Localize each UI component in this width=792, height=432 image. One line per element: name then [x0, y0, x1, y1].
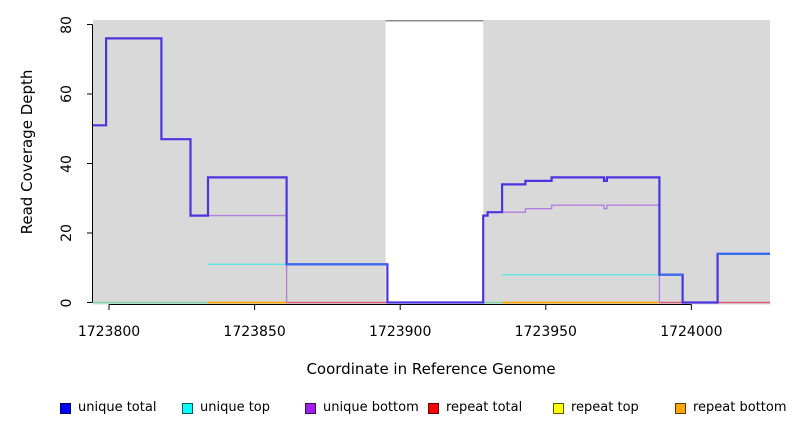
y-tick-label: 0 [59, 298, 75, 307]
legend-label: repeat bottom [693, 400, 787, 415]
legend-swatch-icon [182, 402, 193, 414]
y-axis-title: Read Coverage Depth [18, 69, 36, 235]
y-tick-label: 80 [59, 15, 75, 34]
legend-swatch-icon [553, 402, 564, 414]
y-tick-label: 60 [59, 85, 75, 103]
legend-item-unique-total: unique total [60, 401, 156, 415]
legend-label: unique top [200, 400, 271, 415]
x-axis-title: Coordinate in Reference Genome [306, 360, 556, 378]
legend-label: repeat top [571, 400, 639, 415]
x-tick-label: 1723850 [223, 324, 286, 340]
y-tick-label: 20 [59, 224, 75, 242]
legend-swatch-icon [428, 402, 439, 414]
legend-item-repeat-total: repeat total [428, 401, 522, 415]
legend-item-repeat-top: repeat top [553, 401, 639, 415]
legend-label: unique total [78, 400, 157, 415]
x-tick-label: 1723950 [514, 324, 577, 340]
legend-label: repeat total [446, 400, 523, 415]
legend-item-unique-top: unique top [182, 401, 270, 415]
x-tick-label: 1724000 [660, 324, 723, 340]
y-tick-label: 40 [59, 154, 75, 173]
coverage-gap-band [385, 20, 484, 305]
legend-swatch-icon [60, 402, 71, 414]
x-tick-label: 1723800 [77, 324, 141, 340]
legend-item-repeat-bottom: repeat bottom [675, 401, 787, 415]
legend-swatch-icon [305, 402, 316, 414]
x-tick-label: 1723900 [369, 324, 432, 340]
unique-total-line [93, 37, 770, 304]
legend-swatch-icon [675, 402, 686, 414]
legend-label: unique bottom [323, 400, 419, 415]
unique-bottom-right-line [487, 204, 661, 303]
legend-item-unique-bottom: unique bottom [305, 401, 419, 415]
